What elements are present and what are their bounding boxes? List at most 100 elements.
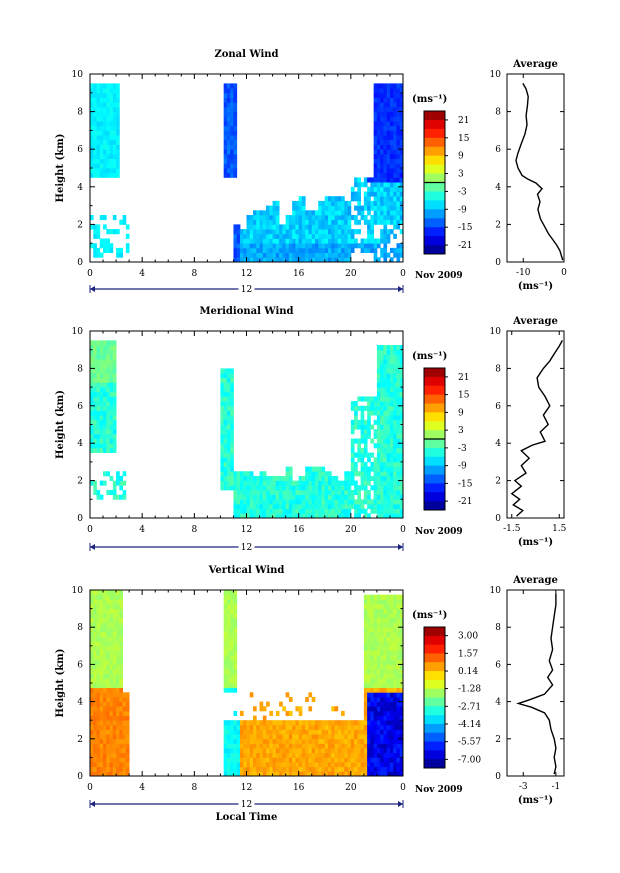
heatmap-cell [90,359,94,365]
heatmap-cell [344,238,348,244]
heatmap-cell [239,499,244,505]
heatmap-cell [295,499,300,505]
heatmap-cell [393,683,397,689]
heatmap-cell [119,743,123,749]
heatmap-cell [396,182,401,188]
heatmap-cell [109,748,114,754]
heatmap-cell [314,738,319,744]
heatmap-cell [90,368,94,374]
heatmap-cell [230,387,234,393]
heatmap-cell [383,594,388,600]
heatmap-cell [246,238,251,244]
heatmap-cell [295,766,300,772]
heatmap-cell [103,224,107,230]
heatmap-cell [119,696,123,702]
heatmap-cell [93,354,97,360]
heatmap-cell [383,701,388,707]
heatmap-cell [386,757,391,763]
heatmap-cell [233,669,238,675]
heatmap-cell [298,238,303,244]
heatmap-cell [266,771,270,777]
heatmap-cell [249,692,254,698]
heatmap-cell [288,238,293,244]
heatmap-cell [220,415,225,421]
heatmap-cell [363,475,368,482]
heatmap-cell [376,757,381,763]
colorbar-tick-label: -9 [458,205,467,215]
heatmap-cell [393,696,397,702]
heatmap-cell [106,163,110,169]
heatmap-cell [295,729,300,735]
heatmap-cell [386,499,391,505]
colorbar-swatch [424,679,445,690]
heatmap-cell [90,752,94,758]
heatmap-cell [347,257,352,263]
heatmap-cell [246,485,251,491]
heatmap-cell [389,664,394,670]
heatmap-cell [305,757,309,763]
heatmap-cell [337,508,342,514]
heatmap-cell [246,499,251,505]
heatmap-cell [106,766,110,772]
heatmap-cell [93,401,97,407]
heatmap-cell [90,92,94,98]
heatmap-cell [233,508,238,514]
heatmap-cell [389,734,394,740]
heatmap-cell [357,396,362,402]
heatmap-cell [262,257,267,263]
heatmap-cell [103,650,107,656]
heatmap-cell [226,613,231,619]
heatmap-cell [344,215,348,221]
heatmap-cell [109,622,114,628]
heatmap-cell [380,191,384,197]
heatmap-cell [383,377,388,383]
heatmap-cell [399,396,404,402]
heatmap-cell [334,205,339,211]
heatmap-cell [112,149,117,155]
heatmap-cell [249,499,254,505]
heatmap-cell [393,92,397,98]
heatmap-cell [363,771,368,777]
heatmap-cell [386,200,391,206]
heatmap-cell [380,354,384,360]
heatmap-cell [233,720,238,726]
heatmap-cell [223,475,228,482]
heatmap-cell [112,645,117,651]
heatmap-cell [93,387,97,393]
heatmap-cell [308,485,313,491]
heatmap-cell [341,485,345,491]
heatmap-cell [360,410,365,416]
heatmap-cell [360,729,365,735]
heatmap-cell [93,617,97,623]
heatmap-cell [328,729,332,735]
heatmap-cell [301,748,306,754]
heatmap-cell [370,692,375,698]
heatmap-cell [380,247,384,253]
heatmap-cell [230,738,234,744]
heatmap-cell [90,387,94,393]
heatmap-cell [119,590,123,596]
heatmap-cell [226,443,231,449]
heatmap-cell [298,710,303,716]
heatmap-cell [106,743,110,749]
heatmap-cell [233,743,238,749]
heatmap-cell [367,636,371,642]
heatmap-cell [380,359,384,365]
heatmap-cell [112,729,117,735]
heatmap-cell [243,729,247,735]
heatmap-cell [389,438,394,444]
heatmap-cell [109,144,114,150]
heatmap-cell [119,645,123,651]
heatmap-cell [96,636,101,642]
heatmap-cell [119,655,123,661]
heatmap-cell [399,229,404,235]
heatmap-cell [249,762,254,768]
heatmap-cell [106,429,110,435]
heatmap-cell [373,738,378,744]
heatmap-cell [350,438,355,444]
heatmap-cell [393,701,397,707]
heatmap-cell [226,368,231,374]
heatmap-cell [376,499,381,505]
heatmap-cell [93,729,97,735]
heatmap-cell [328,743,332,749]
